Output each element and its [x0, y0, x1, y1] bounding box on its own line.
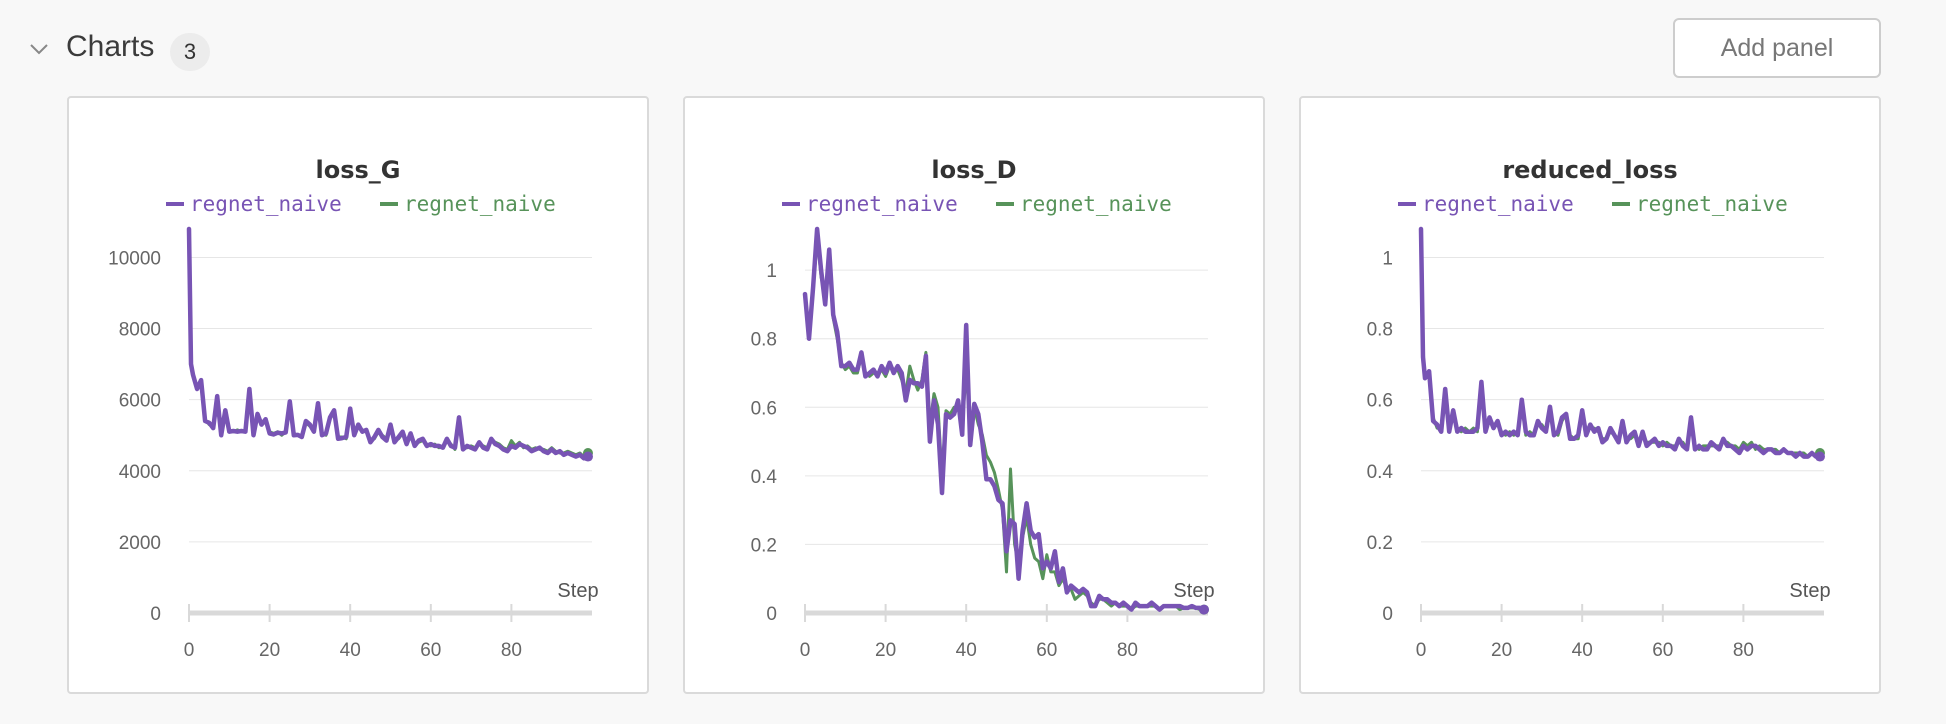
- legend-label: regnet_naive: [1636, 192, 1788, 216]
- chart-legend: regnet_naive regnet_naive: [782, 192, 1172, 216]
- y-tick-label: 0.8: [751, 330, 777, 351]
- y-tick-label: 0.2: [751, 535, 777, 556]
- add-panel-button[interactable]: Add panel: [1673, 18, 1881, 78]
- chart-title: reduced_loss: [1502, 156, 1677, 184]
- series-line: [802, 226, 1207, 612]
- x-axis-label: Step: [1173, 580, 1214, 602]
- x-tick-label: 40: [340, 640, 361, 661]
- y-tick-label: 2000: [119, 533, 161, 554]
- series-end-point: [582, 451, 593, 462]
- x-tick-label: 60: [1652, 640, 1673, 661]
- chart-panel-reduced-loss[interactable]: reduced_loss regnet_naive regnet_naive 0 0.2…: [1299, 96, 1881, 694]
- legend-label: regnet_naive: [404, 192, 556, 216]
- x-tick-label: 40: [1572, 640, 1593, 661]
- series-end-point: [1198, 604, 1209, 615]
- y-tick-label: 0: [766, 604, 777, 625]
- panel-count-badge: 3: [170, 33, 210, 71]
- x-tick-label: 0: [1416, 640, 1427, 661]
- x-tick-label: 20: [259, 640, 280, 661]
- y-tick-label: 0.8: [1367, 320, 1393, 341]
- series-line: [187, 231, 590, 459]
- legend-label: regnet_naive: [806, 192, 958, 216]
- y-tick-label: 0: [1382, 604, 1393, 625]
- y-tick-label: 0: [150, 604, 161, 625]
- y-tick-label: 0.2: [1367, 533, 1393, 554]
- y-tick-label: 1: [766, 261, 777, 282]
- section-title: Charts: [66, 30, 155, 63]
- x-tick-label: 20: [875, 640, 896, 661]
- x-axis-label: Step: [1789, 580, 1830, 602]
- x-tick-label: 0: [184, 640, 195, 661]
- series-line: [803, 234, 1206, 612]
- legend-label: regnet_naive: [1422, 192, 1574, 216]
- chart-panel-loss-d[interactable]: loss_D regnet_naive regnet_naive 0 0.2 0.4 0.6…: [683, 96, 1265, 694]
- x-tick-label: 80: [1733, 640, 1754, 661]
- y-tick-label: 8000: [119, 320, 161, 341]
- line-chart-reduced-loss: reduced_loss regnet_naive regnet_naive 0 0.2…: [1367, 156, 1831, 661]
- y-tick-label: 10000: [108, 248, 161, 269]
- x-tick-label: 0: [800, 640, 811, 661]
- y-tick-label: 1: [1382, 248, 1393, 269]
- series-line: [186, 226, 591, 461]
- y-tick-label: 0.6: [1367, 391, 1393, 412]
- y-tick-label: 0.6: [751, 398, 777, 419]
- x-tick-label: 20: [1491, 640, 1512, 661]
- y-tick-label: 0.4: [1367, 462, 1394, 483]
- legend-label: regnet_naive: [190, 192, 342, 216]
- chevron-down-icon[interactable]: [28, 38, 50, 60]
- x-tick-label: 60: [420, 640, 441, 661]
- legend-label: regnet_naive: [1020, 192, 1172, 216]
- chart-title: loss_D: [931, 156, 1016, 184]
- x-tick-label: 40: [956, 640, 977, 661]
- chart-title: loss_G: [316, 156, 401, 184]
- x-axis-label: Step: [557, 580, 598, 602]
- y-tick-label: 6000: [119, 391, 161, 412]
- x-tick-label: 80: [1117, 640, 1138, 661]
- section-header: Charts 3 Add panel: [0, 0, 1946, 100]
- chart-legend: regnet_naive regnet_naive: [1398, 192, 1788, 216]
- chart-panel-loss-g[interactable]: loss_G regnet_naive regnet_naive 0 2000 4000 6…: [67, 96, 649, 694]
- series-end-point: [1814, 451, 1825, 462]
- y-tick-label: 4000: [119, 462, 161, 483]
- y-tick-label: 0.4: [751, 467, 778, 488]
- x-tick-label: 60: [1036, 640, 1057, 661]
- series-line: [1418, 226, 1823, 459]
- x-tick-label: 80: [501, 640, 522, 661]
- chart-legend: regnet_naive regnet_naive: [166, 192, 556, 216]
